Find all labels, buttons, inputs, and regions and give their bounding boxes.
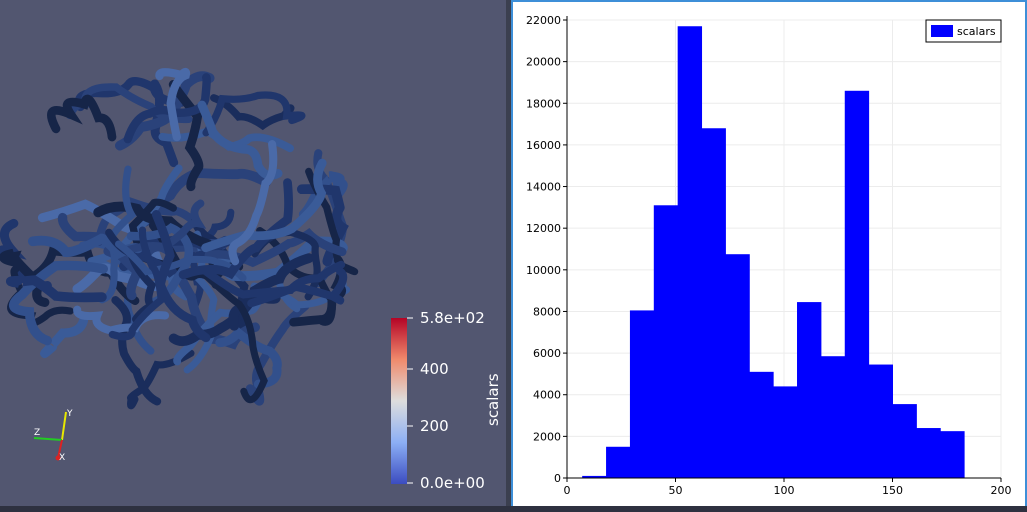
y-tick-label: 10000 [526, 264, 561, 277]
histogram-bar-3[interactable] [653, 205, 679, 479]
axis-x-label: X [59, 453, 65, 463]
tube-segment [173, 289, 265, 366]
tube-segment [228, 140, 278, 266]
tube-segment [125, 199, 207, 254]
orientation-axes: Y Z X [33, 409, 73, 463]
scalar-bar-tick-200: 200 [420, 417, 449, 435]
histogram-bar-2[interactable] [629, 310, 655, 478]
tube-segment [155, 67, 191, 142]
histogram-bar-5[interactable] [701, 128, 726, 478]
y-tick-label: 20000 [526, 56, 561, 69]
tube-segment [108, 226, 165, 341]
axis-y-label: Y [66, 409, 73, 419]
histogram-bar-9[interactable] [797, 302, 822, 478]
y-tick-label: 18000 [526, 97, 561, 110]
x-tick-label: 100 [774, 484, 795, 497]
tube-segment [197, 100, 283, 180]
tube-segment [298, 171, 348, 219]
histogram-bar-12[interactable] [868, 364, 893, 478]
histogram-bar-6[interactable] [725, 254, 750, 478]
y-tick-label: 22000 [526, 14, 561, 27]
scalar-bar-tick-max: 5.8e+02 [420, 309, 485, 327]
scalar-bar-tick-400: 400 [420, 360, 449, 378]
histogram-bar-7[interactable] [749, 371, 774, 478]
x-tick-label: 0 [564, 484, 571, 497]
status-strip [0, 506, 1027, 512]
tube-segment [5, 275, 107, 303]
y-tick-label: 16000 [526, 139, 561, 152]
y-tick-label: 2000 [533, 430, 561, 443]
scalar-bar-title: scalars [484, 373, 502, 426]
y-tick-label: 14000 [526, 181, 561, 194]
histogram-bar-4[interactable] [677, 26, 703, 479]
histogram-bar-11[interactable] [844, 90, 870, 479]
render-view[interactable]: Y Z X 5.8e+02 400 200 0.0e [0, 0, 506, 506]
y-tick-label: 12000 [526, 222, 561, 235]
x-tick-label: 200 [991, 484, 1012, 497]
histogram-bar-13[interactable] [892, 404, 917, 478]
tube-segment [168, 80, 204, 192]
legend-label: scalars [957, 25, 996, 38]
y-tick-label: 6000 [533, 347, 561, 360]
legend-swatch [931, 25, 953, 37]
view-splitter[interactable] [506, 0, 511, 512]
histogram-bar-8[interactable] [773, 386, 798, 478]
tube-segment [115, 240, 247, 282]
tube-segment [178, 178, 293, 280]
y-tick-label: 8000 [533, 305, 561, 318]
tube-segment [47, 94, 117, 142]
tube-segment [9, 260, 108, 346]
tube-segment [202, 91, 306, 137]
histogram-bar-15[interactable] [940, 431, 965, 478]
tube-segment [200, 270, 268, 404]
histogram-view[interactable]: 0 2000 4000 6000 8000 10000 12000 14000 16000 180… [511, 0, 1027, 508]
y-tick-label: 0 [554, 472, 561, 485]
histogram-bar-0[interactable] [582, 475, 607, 478]
scalar-bar-gradient [391, 318, 407, 484]
tube-segment [111, 296, 162, 406]
histogram-bar-10[interactable] [820, 356, 846, 478]
tube-segment [115, 71, 215, 151]
tube-segment [245, 301, 310, 406]
axis-z-label: Z [34, 428, 40, 438]
tube-segment [73, 305, 170, 335]
y-tick-label: 4000 [533, 389, 561, 402]
tube-segment [0, 248, 50, 307]
tube-segment [247, 267, 348, 308]
x-tick-label: 150 [882, 484, 903, 497]
tube-segment [215, 326, 282, 389]
scalar-bar[interactable]: 5.8e+02 400 200 0.0e+00 scalars [385, 308, 505, 488]
histogram-chart: 0200040006000800010000120001400016000180… [526, 14, 1012, 497]
histogram-bar-1[interactable] [606, 446, 631, 478]
tube-segment [201, 158, 327, 253]
tube-geometry [0, 67, 359, 410]
tube-segment [28, 244, 140, 306]
tube-segment [40, 316, 89, 358]
histogram-bar-14[interactable] [916, 428, 941, 478]
x-tick-label: 50 [669, 484, 683, 497]
scalar-bar-tick-min: 0.0e+00 [420, 474, 485, 488]
